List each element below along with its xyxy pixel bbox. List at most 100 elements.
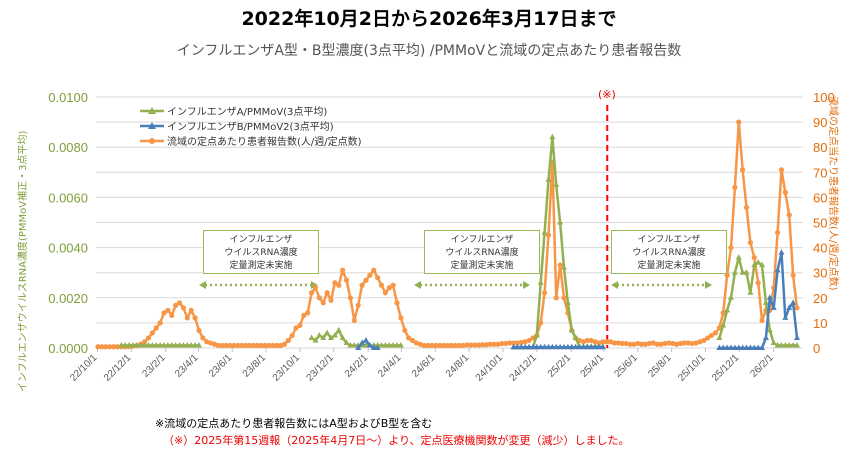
not-measured-box: インフルエンザ ウイルスRNA濃度 定量測定未実施	[203, 230, 319, 274]
data-point	[537, 343, 544, 350]
data-point	[145, 335, 152, 341]
legend-triangle-blue-icon	[140, 121, 164, 129]
data-point	[518, 339, 524, 346]
x-tick-label: 22/10/1	[68, 352, 100, 384]
data-point	[604, 339, 610, 345]
data-point	[180, 305, 187, 311]
data-point	[782, 314, 789, 320]
data-point	[472, 342, 478, 348]
data-point	[141, 341, 148, 348]
x-tick-label: 25/6/1	[612, 352, 640, 380]
box-line: 定量測定未実施	[229, 261, 293, 271]
data-point	[529, 343, 536, 350]
data-point	[561, 264, 567, 270]
data-point	[429, 342, 435, 349]
data-point	[184, 341, 191, 348]
data-point	[331, 331, 338, 338]
y-left-tick-label: 0.0020	[48, 291, 88, 306]
data-point	[375, 275, 381, 281]
data-point	[398, 315, 404, 321]
data-point	[173, 302, 179, 308]
data-point	[223, 342, 229, 349]
y-right-tick-label: 10	[813, 316, 827, 331]
x-tick-label: 24/8/1	[444, 352, 472, 380]
data-point	[545, 343, 552, 350]
data-point	[541, 290, 548, 296]
y-right-tick-label: 30	[813, 266, 827, 281]
data-point	[192, 315, 198, 321]
x-tick-label: 23/2/1	[140, 352, 168, 380]
data-point	[479, 342, 486, 348]
data-point	[336, 282, 342, 288]
data-point	[129, 341, 136, 348]
data-point	[654, 341, 660, 347]
data-point	[281, 341, 287, 347]
data-point	[320, 300, 326, 306]
data-point	[747, 289, 754, 295]
data-point	[712, 330, 719, 336]
data-point	[386, 341, 393, 348]
data-point	[378, 341, 385, 348]
data-point	[588, 343, 595, 350]
data-point	[561, 343, 567, 350]
data-point	[235, 342, 241, 349]
data-point	[557, 343, 564, 350]
data-point	[599, 343, 606, 350]
box-line: ウイルスRNA濃度	[224, 248, 298, 258]
data-point	[747, 344, 754, 350]
data-point	[541, 343, 548, 350]
data-point	[164, 341, 171, 348]
data-point	[766, 326, 773, 333]
data-point	[778, 341, 785, 348]
data-point	[386, 285, 392, 291]
data-point	[347, 295, 354, 301]
data-point	[510, 340, 517, 346]
data-point	[362, 341, 369, 348]
data-point	[716, 325, 722, 331]
data-point	[176, 341, 183, 348]
data-point	[720, 344, 727, 350]
data-point	[561, 295, 567, 301]
data-point	[557, 262, 563, 268]
data-point	[553, 181, 560, 187]
data-point	[639, 341, 645, 347]
data-point	[766, 294, 773, 300]
data-point	[736, 119, 742, 125]
data-point	[623, 340, 629, 347]
x-tick-label: 24/2/1	[343, 352, 371, 380]
data-point	[724, 306, 731, 313]
data-point	[215, 342, 221, 349]
data-point	[180, 341, 187, 348]
data-point	[301, 312, 307, 318]
data-point	[720, 321, 727, 328]
data-point	[270, 342, 276, 349]
y-right-tick-label: 70	[813, 165, 827, 180]
data-point	[759, 344, 766, 350]
y-right-tick-label: 20	[813, 291, 827, 306]
data-point	[770, 339, 777, 345]
data-point	[305, 310, 311, 316]
data-point	[674, 341, 680, 347]
data-point	[168, 341, 175, 348]
data-point	[786, 212, 792, 218]
data-point	[507, 340, 513, 346]
data-point	[406, 335, 412, 341]
data-point	[227, 342, 233, 349]
data-point	[363, 277, 369, 283]
box-line: インフルエンザ	[637, 235, 701, 245]
data-point	[533, 343, 540, 350]
data-point	[595, 343, 602, 350]
data-point	[743, 204, 750, 211]
data-point	[747, 239, 754, 246]
data-point	[743, 269, 750, 275]
data-point	[441, 342, 447, 349]
data-point	[343, 277, 350, 283]
data-point	[716, 334, 723, 340]
data-point	[355, 302, 361, 308]
box-line: 定量測定未実施	[637, 261, 701, 271]
legend-item-influenza-a: インフルエンザA/PMMoV(3点平均)	[140, 103, 362, 118]
x-tick-label: 25/12/1	[710, 352, 742, 384]
data-point	[681, 340, 687, 346]
y-right-tick-label: 80	[813, 140, 827, 155]
data-point	[297, 322, 303, 329]
